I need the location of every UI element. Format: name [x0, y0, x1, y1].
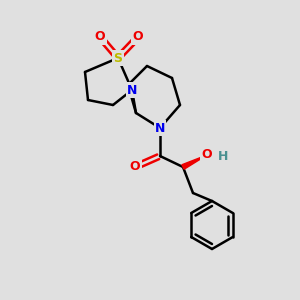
Polygon shape	[182, 155, 207, 169]
Text: N: N	[155, 122, 165, 134]
Text: S: S	[113, 52, 122, 64]
Text: O: O	[130, 160, 140, 173]
Text: H: H	[218, 149, 228, 163]
Text: O: O	[202, 148, 212, 161]
Text: O: O	[95, 31, 105, 44]
Text: N: N	[127, 83, 137, 97]
Text: O: O	[133, 31, 143, 44]
